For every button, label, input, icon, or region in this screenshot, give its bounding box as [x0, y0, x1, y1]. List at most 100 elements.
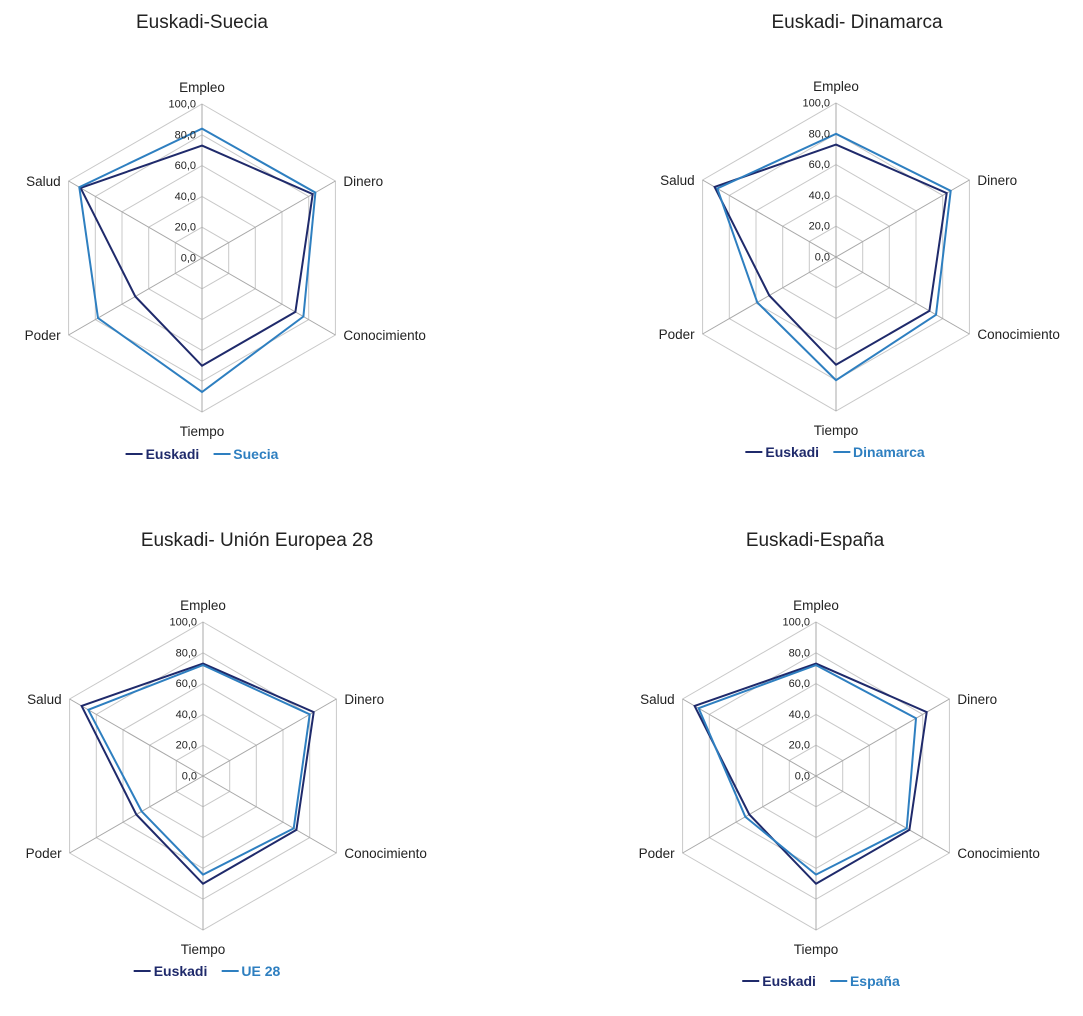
legend: Euskadi Dinamarca [745, 444, 925, 460]
axis-label-empleo: Empleo [793, 598, 839, 613]
legend-item-euskadi: Euskadi [742, 973, 816, 989]
legend-item-euskadi: Euskadi [745, 444, 819, 460]
tick-label: 60,0 [176, 678, 197, 690]
legend: Euskadi Suecia [125, 446, 278, 462]
tick-label: 0,0 [182, 771, 197, 783]
series-line-dinamarca [716, 132, 952, 382]
tick-label: 40,0 [176, 709, 197, 721]
axis-label-tiempo: Tiempo [814, 423, 859, 438]
chart-title: Euskadi- Dinamarca [771, 12, 943, 33]
tick-label: 0,0 [795, 771, 810, 783]
axis-spoke [201, 257, 336, 336]
tick-label: 80,0 [176, 647, 197, 659]
legend-item-espana: España [829, 973, 900, 989]
radar-chart-euskadi-ue28: Euskadi- Unión Europea 28 0,0 20,0 40,0 60,… [0, 510, 540, 1016]
axis-label-tiempo: Tiempo [181, 942, 226, 957]
axis-spoke [835, 256, 970, 335]
tick-label: 60,0 [809, 159, 830, 171]
axis-label-empleo: Empleo [180, 598, 226, 613]
axis-spoke [835, 179, 970, 258]
chart-title: Euskadi-Suecia [135, 12, 269, 33]
chart-title: Euskadi-España [745, 530, 885, 551]
tick-label: 60,0 [175, 160, 196, 172]
legend-label-dinamarca: Dinamarca [853, 444, 925, 460]
axis-spoke [68, 180, 203, 259]
series-line-euskadi [79, 144, 314, 368]
tick-label: 100,0 [782, 617, 810, 629]
legend-label-espana: España [849, 973, 900, 989]
radar-plot: 0,0 20,0 40,0 60,0 80,0 100,0 Empleo Dinero Cono… [659, 79, 1060, 438]
axis-label-poder: Poder [639, 846, 676, 861]
legend-item-dinamarca: Dinamarca [833, 444, 925, 460]
series-line-suecia [78, 127, 317, 394]
axis-label-tiempo: Tiempo [180, 424, 225, 439]
legend-label-euskadi: Euskadi [145, 446, 200, 462]
radar-plot: 0,0 20,0 40,0 60,0 80,0 100,0 Empleo Dinero Cono… [639, 598, 1040, 957]
legend-label-suecia: Suecia [233, 446, 279, 462]
tick-label: 80,0 [789, 647, 810, 659]
axis-label-dinero: Dinero [977, 173, 1017, 188]
axis-label-conocimiento: Conocimiento [957, 846, 1040, 861]
legend-label-euskadi: Euskadi [762, 973, 816, 989]
axis-label-empleo: Empleo [813, 79, 859, 94]
axis-label-conocimiento: Conocimiento [977, 327, 1060, 342]
tick-label: 100,0 [169, 617, 197, 629]
axis-spoke [702, 179, 837, 258]
radar-plot: 0,0 20,0 40,0 60,0 80,0 100,0 Empleo Dinero Cono… [26, 598, 427, 957]
axis-label-tiempo: Tiempo [794, 942, 839, 957]
series-line-euskadi [693, 662, 928, 886]
legend-swatch-espana [829, 980, 847, 982]
legend-label-ue28: UE 28 [241, 963, 281, 979]
series-line-espa-a [697, 664, 918, 876]
legend-swatch-euskadi [133, 970, 151, 972]
series-line-ue-28 [86, 664, 311, 876]
axis-label-salud: Salud [640, 692, 675, 707]
tick-label: 20,0 [789, 740, 810, 752]
radar-chart-euskadi-espana: Euskadi-España 0,0 20,0 40,0 60,0 80,0 100,0 E… [540, 510, 1083, 1016]
legend-swatch-euskadi [745, 451, 763, 453]
radar-chart-euskadi-dinamarca: Euskadi- Dinamarca 0,0 20,0 40,0 60,0 80,0 10… [540, 0, 1083, 500]
axis-label-poder: Poder [26, 846, 63, 861]
tick-label: 80,0 [175, 129, 196, 141]
legend-label-euskadi: Euskadi [765, 444, 820, 460]
legend-item-euskadi: Euskadi [125, 446, 200, 462]
tick-label: 60,0 [789, 678, 810, 690]
legend-item-suecia: Suecia [213, 446, 278, 462]
legend-swatch-euskadi [125, 453, 143, 455]
radar-plot: 0,0 20,0 40,0 60,0 80,0 100,0 Empleo Dinero Cono… [25, 80, 426, 439]
axis-spoke [202, 775, 337, 854]
tick-label: 40,0 [175, 191, 196, 203]
axis-label-conocimiento: Conocimiento [343, 328, 426, 343]
legend-item-euskadi: Euskadi [133, 963, 208, 979]
legend-swatch-suecia [213, 453, 231, 455]
axis-label-empleo: Empleo [179, 80, 225, 95]
axis-spoke [815, 698, 950, 777]
legend-swatch-dinamarca [833, 451, 851, 453]
axis-label-dinero: Dinero [344, 692, 384, 707]
tick-label: 0,0 [815, 252, 830, 264]
legend-label-euskadi: Euskadi [153, 963, 208, 979]
series-line-euskadi [80, 662, 315, 886]
axis-label-dinero: Dinero [957, 692, 997, 707]
axis-spoke [69, 698, 204, 777]
chart-title: Euskadi- Unión Europea 28 [140, 530, 374, 551]
axis-label-poder: Poder [659, 327, 696, 342]
tick-label: 100,0 [168, 99, 196, 111]
tick-label: 100,0 [802, 98, 830, 110]
axis-label-dinero: Dinero [343, 174, 383, 189]
tick-label: 40,0 [809, 190, 830, 202]
legend-swatch-ue28 [221, 970, 239, 972]
legend-item-ue28: UE 28 [221, 963, 280, 979]
legend-swatch-euskadi [742, 980, 760, 982]
axis-label-salud: Salud [660, 173, 695, 188]
radar-chart-euskadi-suecia: Euskadi-Suecia 0,0 20,0 40,0 60,0 80,0 100,0 E… [0, 0, 540, 500]
axis-label-salud: Salud [27, 692, 62, 707]
tick-label: 80,0 [809, 128, 830, 140]
axis-label-conocimiento: Conocimiento [344, 846, 427, 861]
legend: Euskadi España [742, 973, 900, 989]
axis-label-salud: Salud [26, 174, 61, 189]
axis-spoke [815, 775, 950, 854]
tick-label: 40,0 [789, 709, 810, 721]
tick-label: 20,0 [176, 740, 197, 752]
axis-spoke [202, 698, 337, 777]
